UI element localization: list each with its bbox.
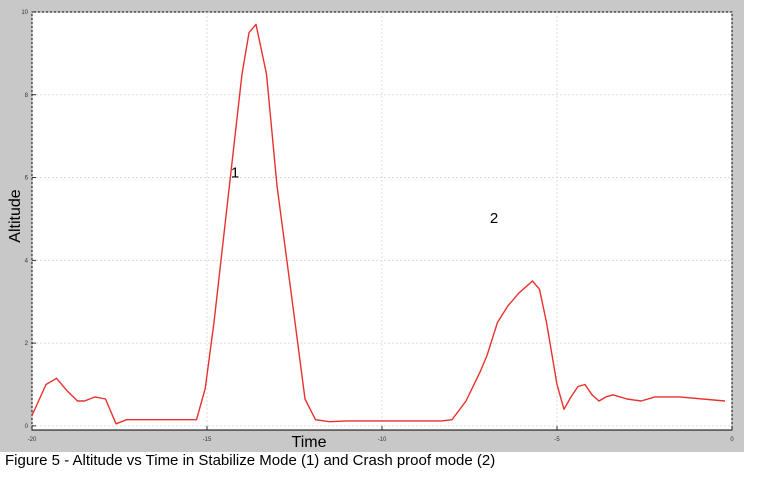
annotation-label: 2 bbox=[490, 210, 498, 227]
x-axis-label: Time bbox=[292, 434, 327, 451]
grid-lines bbox=[31, 11, 733, 430]
y-axis-ticks: 0 2 4 6 8 10 bbox=[21, 10, 36, 430]
altitude-series-line bbox=[31, 23, 726, 425]
x-tick-label: -5 bbox=[554, 437, 560, 443]
y-tick-label: 2 bbox=[25, 341, 29, 347]
y-tick-label: 10 bbox=[21, 10, 28, 16]
x-axis-ticks: -20 -15 -10 -5 0 bbox=[28, 426, 734, 443]
x-tick-label: -15 bbox=[203, 437, 212, 443]
x-tick-label: -20 bbox=[28, 437, 37, 443]
x-tick-label: -10 bbox=[378, 437, 387, 443]
x-tick-label: 0 bbox=[730, 437, 734, 443]
y-axis-label: Altitude bbox=[7, 189, 24, 242]
y-tick-label: 8 bbox=[25, 93, 29, 99]
annotations: 12 bbox=[231, 165, 498, 228]
y-tick-label: 4 bbox=[25, 258, 29, 264]
annotation-label: 1 bbox=[231, 165, 239, 182]
y-tick-label: 6 bbox=[25, 176, 29, 182]
y-tick-label: 0 bbox=[25, 424, 29, 430]
figure-caption: Figure 5 - Altitude vs Time in Stabilize… bbox=[5, 452, 496, 469]
